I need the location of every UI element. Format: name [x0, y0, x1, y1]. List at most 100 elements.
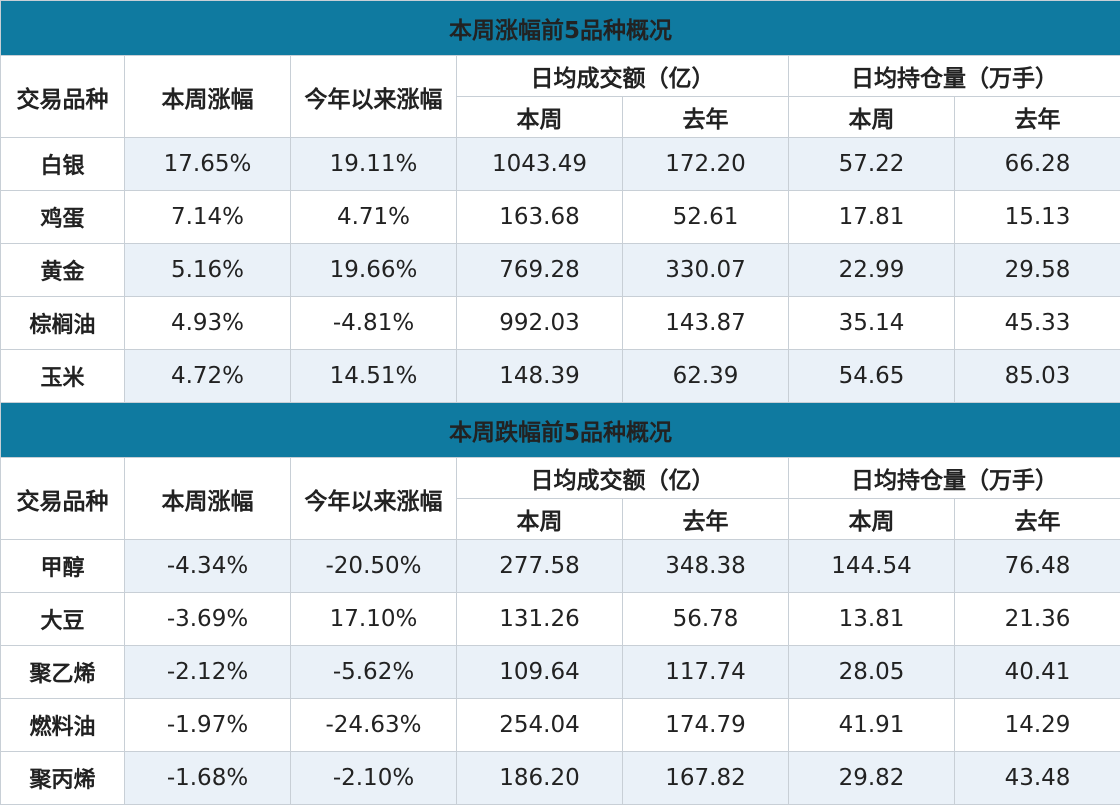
ytd-change: 4.71% [290, 190, 457, 244]
subcol-this-week: 本周 [456, 498, 623, 540]
oi-this-week: 41.91 [788, 698, 955, 752]
week-change: 7.14% [124, 190, 291, 244]
table-row: 黄金 5.16% 19.66% 769.28 330.07 22.99 29.5… [0, 243, 1120, 297]
oi-this-week: 22.99 [788, 243, 955, 297]
volume-this-week: 992.03 [456, 296, 623, 350]
variety-name: 甲醇 [0, 539, 125, 593]
week-change: -1.68% [124, 751, 291, 805]
table-row: 燃料油 -1.97% -24.63% 254.04 174.79 41.91 1… [0, 698, 1120, 752]
col-variety: 交易品种 [0, 55, 125, 138]
col-ytd-change: 今年以来涨幅 [290, 55, 457, 138]
volume-this-week: 131.26 [456, 592, 623, 646]
subcol-last-year: 去年 [953, 498, 1120, 540]
oi-last-year: 45.33 [953, 296, 1120, 350]
ytd-change: -2.10% [290, 751, 457, 805]
volume-this-week: 769.28 [456, 243, 623, 297]
col-variety: 交易品种 [0, 457, 125, 540]
oi-last-year: 76.48 [953, 539, 1120, 593]
oi-last-year: 15.13 [953, 190, 1120, 244]
oi-this-week: 54.65 [788, 349, 955, 403]
volume-last-year: 62.39 [622, 349, 789, 403]
volume-this-week: 1043.49 [456, 137, 623, 191]
subcol-last-year: 去年 [622, 96, 789, 138]
oi-this-week: 17.81 [788, 190, 955, 244]
oi-this-week: 144.54 [788, 539, 955, 593]
volume-last-year: 117.74 [622, 645, 789, 699]
week-change: -4.34% [124, 539, 291, 593]
ytd-change: 17.10% [290, 592, 457, 646]
losers-title: 本周跌幅前5品种概况 [0, 402, 1120, 458]
volume-this-week: 186.20 [456, 751, 623, 805]
volume-this-week: 109.64 [456, 645, 623, 699]
oi-last-year: 66.28 [953, 137, 1120, 191]
subcol-this-week: 本周 [788, 498, 955, 540]
oi-this-week: 28.05 [788, 645, 955, 699]
col-avg-open-interest: 日均持仓量（万手） [787, 457, 1120, 499]
subcol-last-year: 去年 [622, 498, 789, 540]
gainers-title: 本周涨幅前5品种概况 [0, 0, 1120, 56]
table-row: 玉米 4.72% 14.51% 148.39 62.39 54.65 85.03 [0, 349, 1120, 403]
volume-last-year: 348.38 [622, 539, 789, 593]
week-change: 4.72% [124, 349, 291, 403]
oi-last-year: 14.29 [953, 698, 1120, 752]
volume-last-year: 143.87 [622, 296, 789, 350]
oi-this-week: 35.14 [788, 296, 955, 350]
subcol-this-week: 本周 [456, 96, 623, 138]
oi-last-year: 40.41 [953, 645, 1120, 699]
variety-name: 燃料油 [0, 698, 125, 752]
volume-last-year: 174.79 [622, 698, 789, 752]
oi-last-year: 85.03 [953, 349, 1120, 403]
ytd-change: -5.62% [290, 645, 457, 699]
variety-name: 聚丙烯 [0, 751, 125, 805]
ytd-change: 14.51% [290, 349, 457, 403]
variety-name: 聚乙烯 [0, 645, 125, 699]
volume-last-year: 56.78 [622, 592, 789, 646]
week-change: -3.69% [124, 592, 291, 646]
variety-name: 鸡蛋 [0, 190, 125, 244]
volume-last-year: 330.07 [622, 243, 789, 297]
variety-name: 黄金 [0, 243, 125, 297]
ytd-change: 19.66% [290, 243, 457, 297]
week-change: 17.65% [124, 137, 291, 191]
col-ytd-change: 今年以来涨幅 [290, 457, 457, 540]
week-change: 4.93% [124, 296, 291, 350]
col-avg-open-interest: 日均持仓量（万手） [787, 55, 1120, 97]
week-change: 5.16% [124, 243, 291, 297]
variety-name: 白银 [0, 137, 125, 191]
volume-last-year: 167.82 [622, 751, 789, 805]
table-row: 鸡蛋 7.14% 4.71% 163.68 52.61 17.81 15.13 [0, 190, 1120, 244]
table-row: 棕榈油 4.93% -4.81% 992.03 143.87 35.14 45.… [0, 296, 1120, 350]
subcol-last-year: 去年 [953, 96, 1120, 138]
subcol-this-week: 本周 [788, 96, 955, 138]
table-row: 聚丙烯 -1.68% -2.10% 186.20 167.82 29.82 43… [0, 751, 1120, 805]
oi-last-year: 21.36 [953, 592, 1120, 646]
ytd-change: 19.11% [290, 137, 457, 191]
table-row: 甲醇 -4.34% -20.50% 277.58 348.38 144.54 7… [0, 539, 1120, 593]
col-week-change: 本周涨幅 [124, 457, 291, 540]
ytd-change: -4.81% [290, 296, 457, 350]
oi-this-week: 29.82 [788, 751, 955, 805]
volume-this-week: 148.39 [456, 349, 623, 403]
volume-this-week: 163.68 [456, 190, 623, 244]
col-week-change: 本周涨幅 [124, 55, 291, 138]
volume-last-year: 52.61 [622, 190, 789, 244]
variety-name: 大豆 [0, 592, 125, 646]
oi-last-year: 29.58 [953, 243, 1120, 297]
variety-name: 棕榈油 [0, 296, 125, 350]
volume-this-week: 254.04 [456, 698, 623, 752]
variety-name: 玉米 [0, 349, 125, 403]
oi-this-week: 57.22 [788, 137, 955, 191]
oi-last-year: 43.48 [953, 751, 1120, 805]
col-avg-volume: 日均成交额（亿） [456, 55, 789, 97]
ytd-change: -20.50% [290, 539, 457, 593]
table-row: 聚乙烯 -2.12% -5.62% 109.64 117.74 28.05 40… [0, 645, 1120, 699]
volume-this-week: 277.58 [456, 539, 623, 593]
week-change: -1.97% [124, 698, 291, 752]
oi-this-week: 13.81 [788, 592, 955, 646]
volume-last-year: 172.20 [622, 137, 789, 191]
table-row: 白银 17.65% 19.11% 1043.49 172.20 57.22 66… [0, 137, 1120, 191]
table-row: 大豆 -3.69% 17.10% 131.26 56.78 13.81 21.3… [0, 592, 1120, 646]
week-change: -2.12% [124, 645, 291, 699]
col-avg-volume: 日均成交额（亿） [456, 457, 789, 499]
